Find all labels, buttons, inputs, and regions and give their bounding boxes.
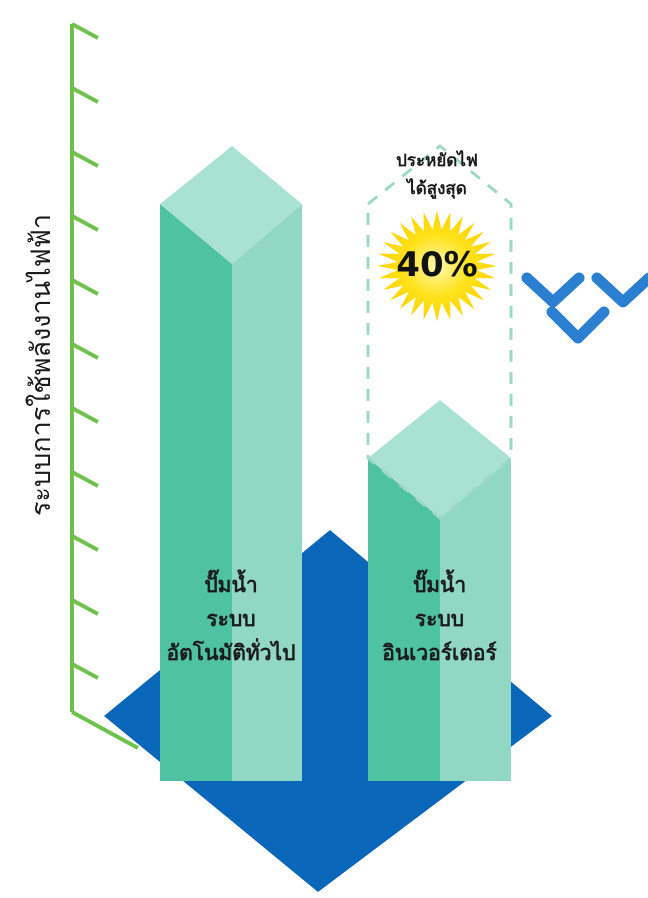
y-tick [71,278,99,296]
y-tick [71,662,99,680]
y-tick [71,598,99,616]
y-tick [71,342,99,360]
y-tick [71,22,99,40]
arrow-2 [546,95,610,344]
callout-line-1: ประหยัดไฟ [396,150,478,171]
bar-side-face [232,204,302,781]
arrow-3 [591,60,648,308]
callout-line-2: ได้สูงสุด [405,178,467,200]
y-tick [71,86,99,104]
bar-label-line: ปั๊มน้ำ [413,569,466,597]
bar-front-face [368,458,440,781]
arrow-1 [521,60,585,308]
down-arrows [521,60,648,344]
y-tick [71,214,99,232]
bar-label-line: ระบบ [415,607,464,631]
y-axis [70,22,139,750]
sun-burst-icon [377,210,497,322]
y-tick [71,470,99,488]
y-tick [71,150,99,168]
axis-base [71,710,139,750]
bar-top-face [368,400,511,518]
bar-label-line: อินเวอร์เตอร์ [382,641,498,665]
bar-label-line: ปั๊มน้ำ [204,569,257,597]
savings-value: 40% [396,245,477,285]
bar-side-face [440,458,511,781]
bar-front-face [160,204,232,781]
bar-top-face [160,146,302,264]
savings-outline [366,144,513,520]
savings-annotation: ประหยัดไฟ ได้สูงสุด 40% [366,144,513,520]
y-tick [71,534,99,552]
bar-label-line: อัตโนมัติทั่วไป [167,637,296,665]
bar-label-line: ระบบ [206,607,255,631]
y-axis-label: ระบบการใช้พลังงานไฟฟ้า [25,214,57,516]
platform [104,530,552,892]
y-tick [71,406,99,424]
